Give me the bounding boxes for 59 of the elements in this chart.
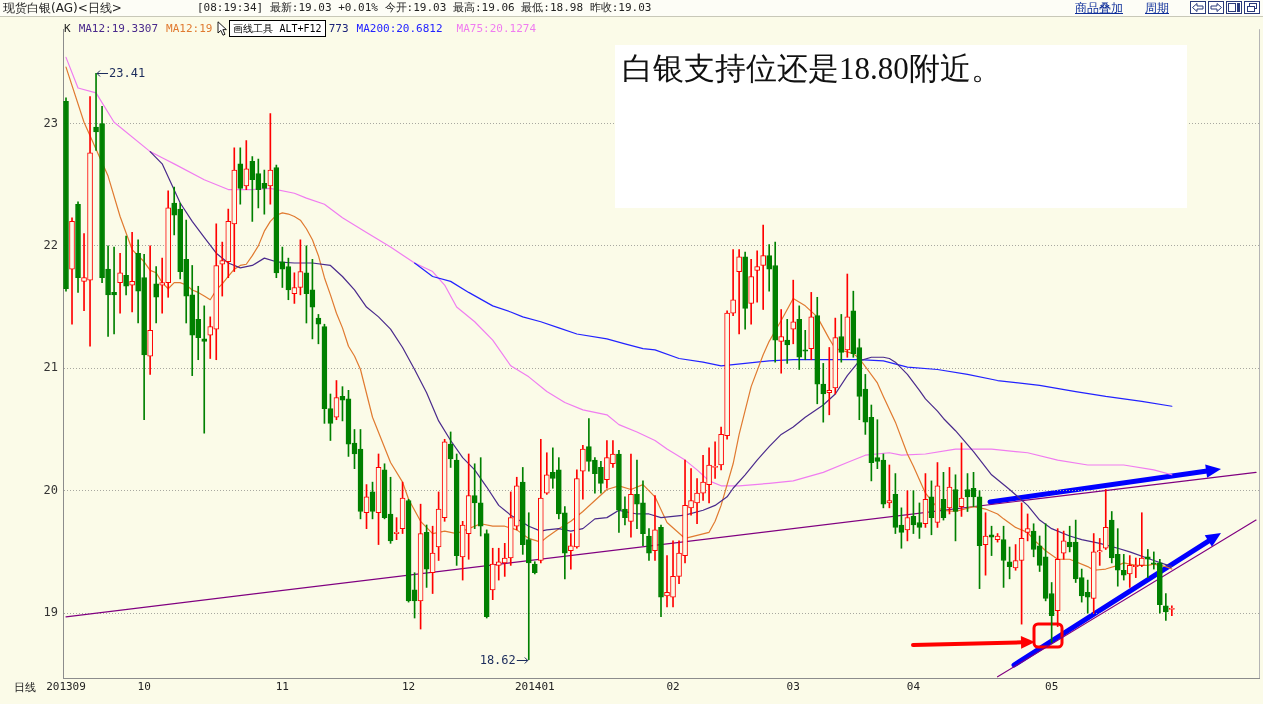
y-tick-label: 22: [43, 238, 58, 252]
text: 日线: [14, 681, 36, 695]
candlestick: [501, 543, 508, 577]
x-tick-label: 12: [401, 680, 416, 694]
x-tick-label: 02: [666, 680, 680, 694]
candlestick: [201, 305, 208, 434]
candlestick: [159, 257, 165, 314]
chart-title: 现货白银(AG)<日线>: [3, 1, 122, 15]
candlestick: [1150, 551, 1157, 570]
candlestick: [1144, 549, 1151, 578]
candlestick: [81, 233, 87, 312]
tooltip: 画线工具 ALT+F12: [229, 20, 326, 37]
candlestick: [778, 309, 785, 374]
text: 商品叠加: [1075, 1, 1123, 15]
candlestick: [820, 363, 827, 423]
candlestick: [93, 72, 99, 151]
candlestick: [471, 463, 478, 529]
annotation: 白银支持位还是18.80附近。: [622, 51, 1002, 87]
candlestick: [117, 252, 123, 314]
candlestick: [568, 533, 574, 570]
text: MA12:19.3307: [78, 21, 159, 36]
candlestick: [634, 459, 640, 529]
text: 周期: [1145, 1, 1169, 15]
candlestick: [790, 279, 797, 345]
x-tick-label: 05: [1045, 680, 1059, 694]
candlestick: [760, 224, 766, 310]
note-panel: 白银支持位还是18.80附近。: [615, 45, 1187, 208]
annotation: 773: [328, 21, 349, 36]
x-tick-label: 03: [786, 680, 800, 694]
candlestick: [1163, 593, 1169, 621]
y-tick-label: 19: [43, 605, 58, 620]
candlestick: [784, 318, 791, 364]
y-tick-label: 23: [43, 115, 58, 130]
text: MA200:20.6812: [356, 21, 443, 36]
candlestick: [826, 347, 833, 416]
candlestick: [1096, 538, 1103, 566]
x-tick-label: 11: [275, 680, 289, 694]
x-tick-label: 10: [137, 680, 151, 694]
candlestick: [700, 454, 706, 501]
candlestick: [736, 249, 742, 335]
x-tick-label: 201309: [46, 680, 86, 694]
annotation: K: [64, 21, 71, 36]
candlestick: [754, 250, 760, 303]
annotation: 23.41: [109, 65, 146, 80]
candlestick: [688, 468, 694, 516]
candlestick: [147, 245, 153, 375]
x-tick-label: 04: [906, 680, 921, 694]
candlestick: [1138, 512, 1145, 567]
y-tick-label: 21: [43, 360, 58, 375]
chart-subtitle: [08:19:34] 最新:19.03 +0.01% 今开:19.03 最高:19.06 最低:18.98 昨收:19.03: [197, 1, 652, 15]
x-tick-label: 201401: [514, 680, 555, 694]
candlestick: [730, 249, 736, 316]
candlestick: [111, 246, 117, 335]
annotation: 18.62: [479, 652, 516, 667]
candlestick: [1120, 554, 1127, 581]
candlestick: [123, 235, 129, 296]
y-tick-label: 20: [43, 482, 58, 497]
text: MA12:19: [166, 21, 213, 36]
text: MA75:20.1274: [456, 21, 537, 36]
